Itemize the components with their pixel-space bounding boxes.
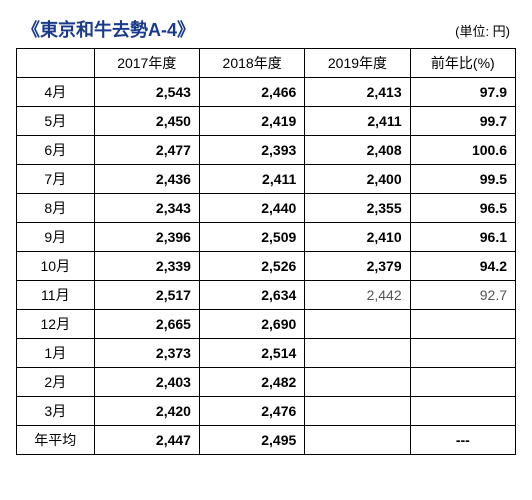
cell-2017: 2,436 [94,165,199,194]
cell-yoy: 94.2 [410,252,515,281]
cell-2019: 2,355 [305,194,410,223]
cell-2017: 2,373 [94,339,199,368]
cell-2017: 2,403 [94,368,199,397]
cell-2017: 2,396 [94,223,199,252]
row-label: 12月 [17,310,95,339]
cell-yoy: 96.5 [410,194,515,223]
cell-2017: 2,517 [94,281,199,310]
cell-2018: 2,634 [199,281,304,310]
cell-2018: 2,509 [199,223,304,252]
row-label: 5月 [17,107,95,136]
table-row: 5月2,4502,4192,41199.7 [17,107,516,136]
row-label: 6月 [17,136,95,165]
cell-2017: 2,420 [94,397,199,426]
table-row: 9月2,3962,5092,41096.1 [17,223,516,252]
cell-2019: 2,411 [305,107,410,136]
cell-2017: 2,477 [94,136,199,165]
cell-yoy [410,310,515,339]
cell-yoy: 92.7 [410,281,515,310]
cell-yoy: 99.7 [410,107,515,136]
table-row: 7月2,4362,4112,40099.5 [17,165,516,194]
row-label: 3月 [17,397,95,426]
cell-2019 [305,368,410,397]
price-table: 2017年度 2018年度 2019年度 前年比(%) 4月2,5432,466… [16,48,516,455]
cell-2019: 2,410 [305,223,410,252]
footer-2017: 2,447 [94,426,199,455]
cell-yoy [410,368,515,397]
cell-2018: 2,482 [199,368,304,397]
col-header-yoy: 前年比(%) [410,49,515,78]
cell-2018: 2,476 [199,397,304,426]
cell-2019: 2,379 [305,252,410,281]
cell-2019 [305,397,410,426]
cell-2019: 2,400 [305,165,410,194]
cell-2017: 2,343 [94,194,199,223]
cell-yoy: 99.5 [410,165,515,194]
table-row: 8月2,3432,4402,35596.5 [17,194,516,223]
table-row: 3月2,4202,476 [17,397,516,426]
col-header-blank [17,49,95,78]
row-label: 9月 [17,223,95,252]
unit-label: (単位: 円) [455,21,510,40]
col-header-2018: 2018年度 [199,49,304,78]
cell-yoy: 100.6 [410,136,515,165]
cell-2017: 2,450 [94,107,199,136]
col-header-2017: 2017年度 [94,49,199,78]
row-label: 8月 [17,194,95,223]
cell-2017: 2,543 [94,78,199,107]
cell-2019 [305,339,410,368]
cell-2018: 2,393 [199,136,304,165]
cell-yoy [410,397,515,426]
row-label: 4月 [17,78,95,107]
table-row: 4月2,5432,4662,41397.9 [17,78,516,107]
cell-2018: 2,514 [199,339,304,368]
table-row: 10月2,3392,5262,37994.2 [17,252,516,281]
cell-2018: 2,419 [199,107,304,136]
table-row: 11月2,5172,6342,44292.7 [17,281,516,310]
cell-2018: 2,440 [199,194,304,223]
table-row: 2月2,4032,482 [17,368,516,397]
col-header-2019: 2019年度 [305,49,410,78]
row-label: 7月 [17,165,95,194]
cell-2018: 2,690 [199,310,304,339]
table-row: 12月2,6652,690 [17,310,516,339]
footer-yoy: --- [410,426,515,455]
cell-yoy: 96.1 [410,223,515,252]
cell-2019: 2,408 [305,136,410,165]
header-row: 《東京和牛去勢A-4》 (単位: 円) [16,16,516,42]
cell-2019 [305,310,410,339]
cell-2019: 2,442 [305,281,410,310]
cell-yoy [410,339,515,368]
table-title: 《東京和牛去勢A-4》 [22,16,195,42]
row-label: 2月 [17,368,95,397]
cell-2018: 2,411 [199,165,304,194]
cell-2018: 2,466 [199,78,304,107]
cell-2017: 2,339 [94,252,199,281]
row-label: 1月 [17,339,95,368]
cell-2019: 2,413 [305,78,410,107]
table-row: 6月2,4772,3932,408100.6 [17,136,516,165]
cell-2018: 2,526 [199,252,304,281]
cell-2017: 2,665 [94,310,199,339]
cell-yoy: 97.9 [410,78,515,107]
row-label: 10月 [17,252,95,281]
row-label: 11月 [17,281,95,310]
table-header-row: 2017年度 2018年度 2019年度 前年比(%) [17,49,516,78]
table-row: 1月2,3732,514 [17,339,516,368]
footer-2019 [305,426,410,455]
table-footer-row: 年平均 2,447 2,495 --- [17,426,516,455]
footer-2018: 2,495 [199,426,304,455]
footer-label: 年平均 [17,426,95,455]
